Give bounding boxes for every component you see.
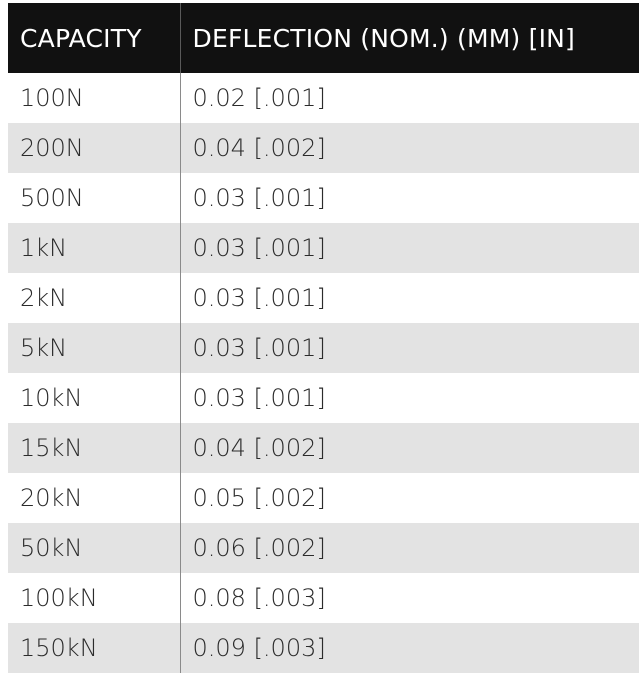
deflection-cell: 0.04 [.002] [179,423,639,473]
capacity-cell: 200N [8,123,180,173]
deflection-spec-table: CAPACITY DEFLECTION (NOM.) (MM) [IN] 100… [8,3,639,673]
capacity-cell: 15kN [8,423,180,473]
deflection-cell: 0.04 [.002] [179,123,639,173]
header-row: CAPACITY DEFLECTION (NOM.) (MM) [IN] [8,3,639,73]
capacity-cell: 5kN [8,323,180,373]
capacity-cell: 100N [8,73,180,123]
table-body: 100N 0.02 [.001] 200N 0.04 [.002] 500N 0.03 [… [8,73,639,673]
deflection-cell: 0.03 [.001] [179,223,639,273]
capacity-cell: 20kN [8,473,180,523]
capacity-cell: 150kN [8,623,180,673]
deflection-cell: 0.06 [.002] [179,523,639,573]
table-row: 100N 0.02 [.001] [8,73,639,123]
deflection-cell: 0.08 [.003] [179,573,639,623]
table-row: 1kN 0.03 [.001] [8,223,639,273]
deflection-cell: 0.03 [.001] [179,373,639,423]
capacity-cell: 1kN [8,223,180,273]
table-row: 500N 0.03 [.001] [8,173,639,223]
capacity-column-header: CAPACITY [8,3,180,73]
table-row: 50kN 0.06 [.002] [8,523,639,573]
capacity-cell: 50kN [8,523,180,573]
table-row: 5kN 0.03 [.001] [8,323,639,373]
deflection-cell: 0.02 [.001] [179,73,639,123]
table-row: 2kN 0.03 [.001] [8,273,639,323]
deflection-column-header: DEFLECTION (NOM.) (MM) [IN] [179,3,639,73]
table-header: CAPACITY DEFLECTION (NOM.) (MM) [IN] [8,3,639,73]
capacity-cell: 500N [8,173,180,223]
table-row: 10kN 0.03 [.001] [8,373,639,423]
deflection-cell: 0.03 [.001] [179,323,639,373]
capacity-cell: 2kN [8,273,180,323]
deflection-cell: 0.03 [.001] [179,273,639,323]
table-row: 100kN 0.08 [.003] [8,573,639,623]
deflection-cell: 0.05 [.002] [179,473,639,523]
table-row: 15kN 0.04 [.002] [8,423,639,473]
deflection-cell: 0.03 [.001] [179,173,639,223]
capacity-cell: 100kN [8,573,180,623]
deflection-cell: 0.09 [.003] [179,623,639,673]
table-row: 150kN 0.09 [.003] [8,623,639,673]
table-row: 20kN 0.05 [.002] [8,473,639,523]
capacity-cell: 10kN [8,373,180,423]
table-row: 200N 0.04 [.002] [8,123,639,173]
